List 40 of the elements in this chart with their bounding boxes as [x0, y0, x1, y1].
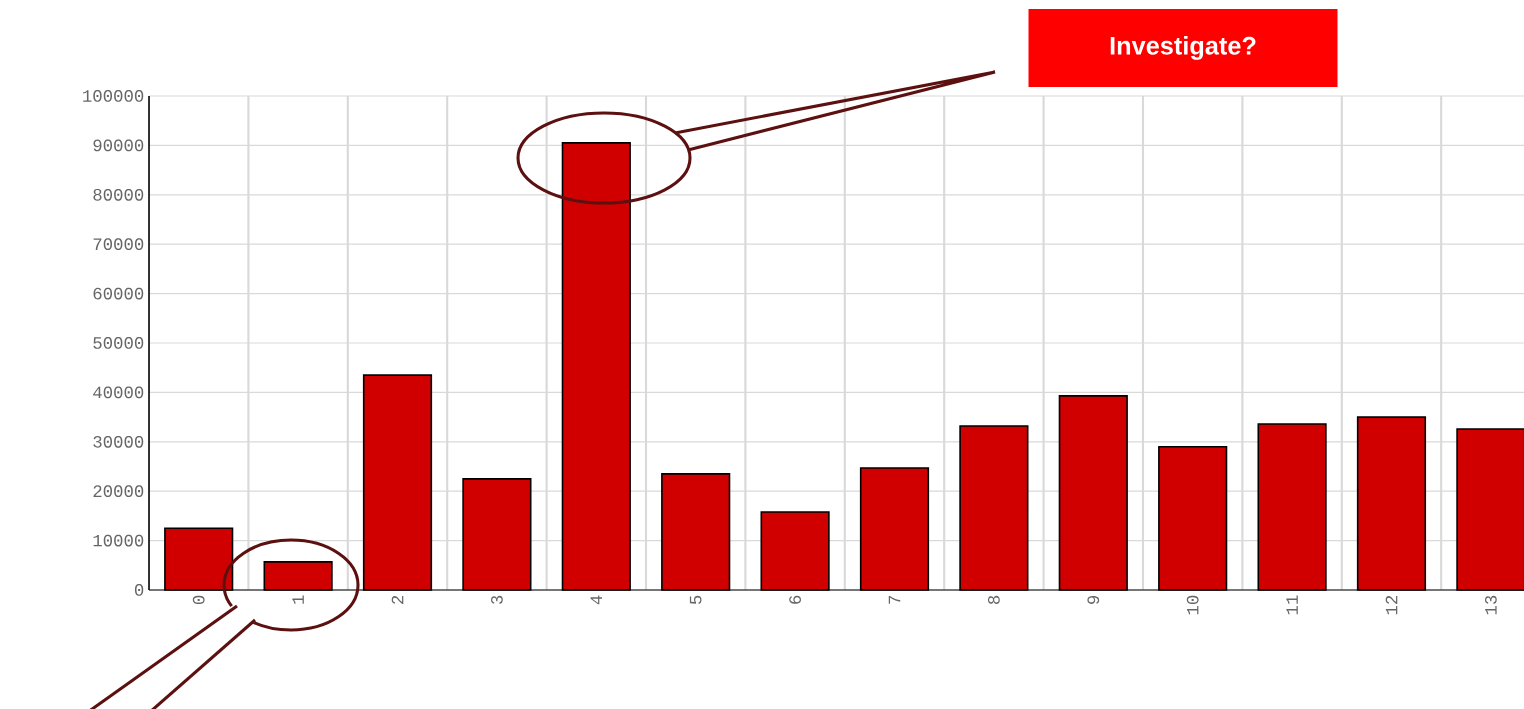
bar: [661, 473, 731, 591]
bar: [1058, 395, 1128, 591]
x-tick-label: 13: [1484, 595, 1497, 615]
x-tick-label: 8: [988, 595, 1000, 604]
bar: [362, 374, 433, 591]
x-tick-label: 11: [1286, 595, 1298, 615]
y-tick-label: 0: [134, 584, 144, 596]
x-tick-label: 2: [391, 595, 404, 604]
bar: [1356, 416, 1427, 591]
x-tick-label: 3: [491, 595, 503, 605]
bar: [561, 142, 631, 591]
y-tick-label: 40000: [93, 386, 144, 399]
y-tick-label: 70000: [93, 238, 144, 251]
y-tick-label: 60000: [93, 287, 144, 300]
y-tick-label: 90000: [93, 139, 144, 152]
bar: [263, 561, 333, 591]
bar: [1456, 428, 1524, 591]
x-tick-label: 6: [789, 595, 801, 604]
x-tick-label: 12: [1385, 595, 1398, 615]
x-tick-label: 1: [292, 595, 304, 604]
x-tick-label: 4: [590, 595, 603, 605]
bar: [1158, 445, 1228, 591]
y-tick-label: 30000: [93, 435, 144, 448]
bar: [164, 527, 234, 591]
y-tick-label: 20000: [93, 485, 144, 498]
x-tick-label: 10: [1186, 595, 1199, 615]
bar: [760, 511, 830, 591]
bar: [859, 467, 930, 591]
x-tick-label: 7: [888, 596, 901, 604]
x-tick-label: 9: [1087, 595, 1100, 604]
bar: [462, 478, 532, 591]
y-tick-label: 10000: [93, 534, 144, 547]
text: Investigate?: [1110, 36, 1256, 60]
x-tick-label: 5: [689, 595, 702, 605]
x-tick-label: 0: [192, 595, 205, 605]
bar: [959, 425, 1029, 591]
y-tick-label: 100000: [83, 90, 144, 102]
bar: [1257, 423, 1327, 591]
y-tick-label: 80000: [93, 188, 144, 201]
y-tick-label: 50000: [93, 337, 144, 349]
